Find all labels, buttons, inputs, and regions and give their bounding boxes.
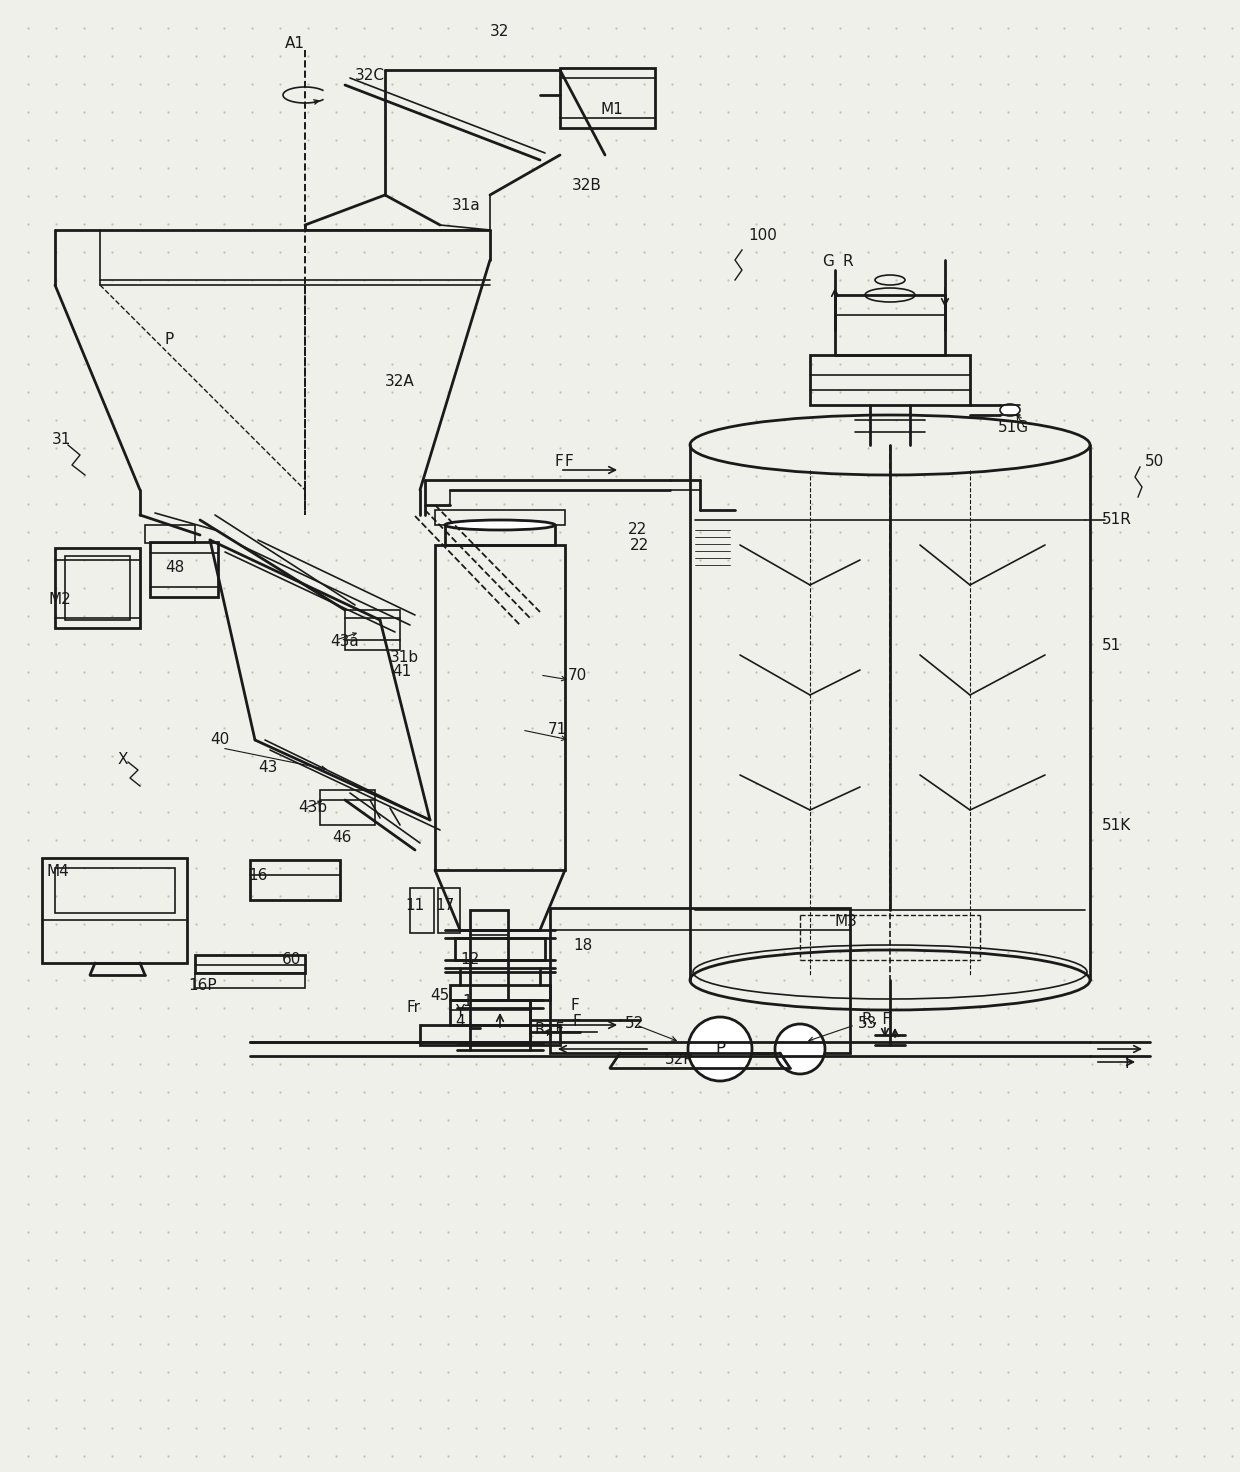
Text: 31: 31 (52, 433, 72, 447)
Text: 43b: 43b (298, 801, 327, 815)
Text: 31a: 31a (453, 197, 481, 212)
Text: 32: 32 (490, 25, 510, 40)
Bar (150, 542, 218, 598)
Text: 45: 45 (430, 988, 449, 1002)
Bar (345, 609, 401, 651)
Text: Fr: Fr (407, 1001, 422, 1016)
Text: M3: M3 (835, 914, 858, 929)
Text: M2: M2 (48, 593, 71, 608)
Text: 50: 50 (1145, 455, 1164, 470)
Text: 41: 41 (392, 664, 412, 680)
Bar (55, 548, 140, 629)
Bar (320, 790, 374, 824)
Text: 31b: 31b (391, 651, 419, 665)
Bar (810, 355, 970, 405)
Text: 16P: 16P (188, 977, 217, 992)
Text: 16: 16 (248, 867, 268, 883)
Text: R: R (842, 255, 853, 269)
Circle shape (688, 1017, 751, 1080)
Bar (250, 860, 340, 899)
Bar (450, 985, 551, 999)
Bar (64, 556, 130, 620)
Bar (55, 868, 175, 913)
Text: 17: 17 (435, 898, 454, 913)
Text: P: P (165, 333, 175, 347)
Text: R, F: R, F (862, 1013, 892, 1027)
Text: 22: 22 (630, 537, 650, 552)
Text: 4: 4 (455, 1014, 465, 1029)
Bar (445, 526, 556, 545)
Ellipse shape (999, 403, 1021, 417)
Text: 32B: 32B (572, 178, 601, 193)
Ellipse shape (445, 520, 556, 530)
Bar (455, 938, 546, 960)
Text: 100: 100 (748, 228, 777, 243)
Text: Y: Y (455, 1004, 464, 1020)
Text: 60: 60 (281, 952, 301, 967)
Text: 71: 71 (548, 723, 567, 737)
Text: G: G (822, 255, 833, 269)
Text: 22: 22 (627, 523, 647, 537)
Text: M1: M1 (600, 103, 622, 118)
Bar (410, 888, 434, 933)
Bar (42, 858, 187, 963)
Bar (438, 888, 460, 933)
Bar (551, 908, 849, 1052)
Text: 51G: 51G (998, 421, 1029, 436)
Bar (560, 68, 655, 128)
Text: 40: 40 (210, 733, 229, 748)
Bar (470, 910, 508, 999)
Bar (835, 294, 945, 355)
Text: 48: 48 (165, 561, 185, 576)
Text: F: F (573, 1014, 582, 1029)
Text: M4: M4 (47, 864, 69, 879)
Text: 52P: 52P (665, 1052, 693, 1067)
Text: 51: 51 (1102, 637, 1121, 652)
Text: 18: 18 (573, 938, 593, 952)
Text: F: F (565, 455, 574, 470)
Text: F: F (556, 455, 564, 470)
Text: 51K: 51K (1102, 817, 1131, 833)
Text: X: X (118, 752, 129, 767)
Bar (450, 999, 529, 1025)
Bar (420, 1025, 560, 1045)
Text: F: F (570, 998, 579, 1013)
Text: 1: 1 (463, 995, 471, 1010)
Bar (195, 973, 305, 988)
Text: R, F: R, F (534, 1023, 564, 1038)
Bar (195, 955, 305, 973)
Text: P: P (715, 1041, 725, 1058)
Text: 70: 70 (568, 667, 588, 683)
Text: 46: 46 (332, 830, 351, 845)
Text: 43a: 43a (330, 634, 358, 649)
Bar (145, 526, 195, 543)
Text: 53: 53 (858, 1017, 878, 1032)
Text: 11: 11 (405, 898, 424, 913)
Text: 52: 52 (625, 1017, 645, 1032)
Text: F: F (1125, 1057, 1133, 1072)
Circle shape (775, 1025, 825, 1075)
Bar (435, 545, 565, 870)
Text: 32A: 32A (384, 374, 414, 390)
Text: 32C: 32C (355, 68, 384, 82)
Bar (435, 509, 565, 526)
Text: A1: A1 (285, 35, 305, 50)
Text: 12: 12 (460, 952, 479, 967)
Text: 51R: 51R (1102, 512, 1132, 527)
Text: 43: 43 (258, 761, 278, 776)
